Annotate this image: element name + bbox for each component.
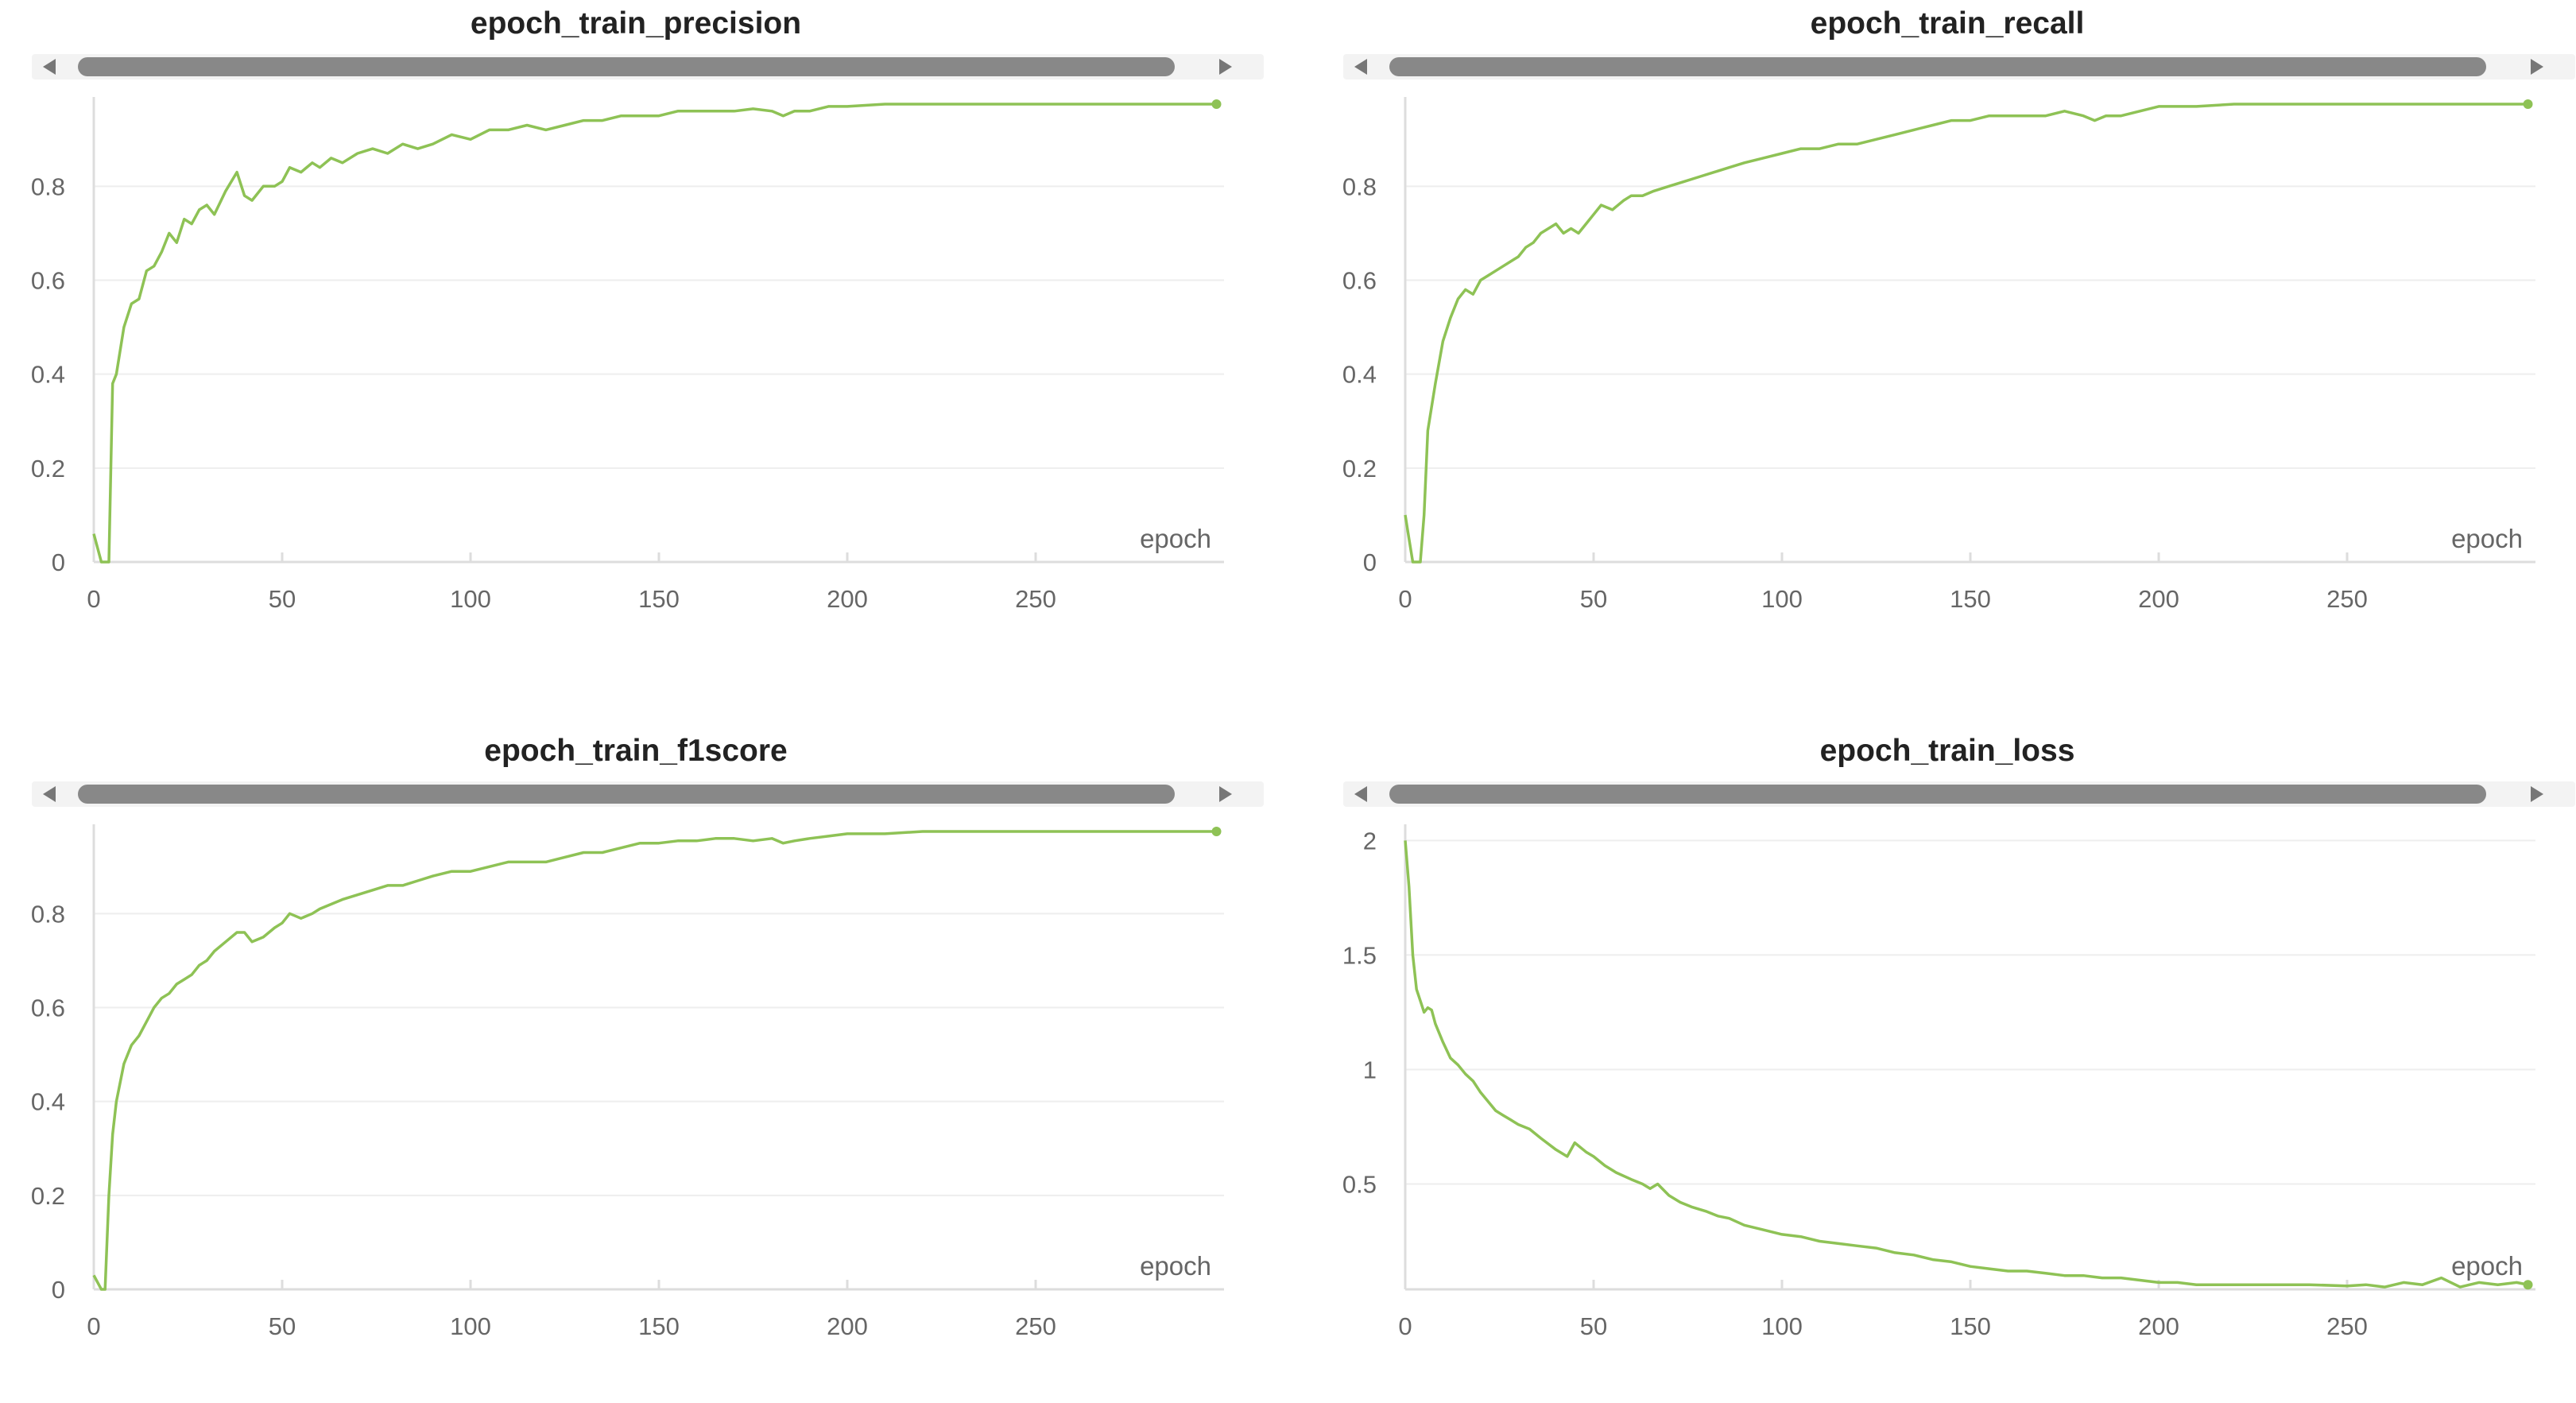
series-line — [1404, 840, 2528, 1289]
x-tick-label: 100 — [450, 1312, 491, 1340]
chart-title: epoch_train_loss — [1819, 734, 2075, 768]
chart-plot: 0 0.2 0.4 0.6 0.8 0 50 100 150 200 250 epoch — [31, 824, 1224, 1340]
scroll-thumb[interactable] — [78, 785, 1175, 804]
scroll-left-arrow-icon[interactable] — [43, 786, 56, 802]
scroll-left-arrow-icon[interactable] — [1354, 786, 1367, 802]
x-axis-label: epoch — [2451, 1251, 2523, 1281]
x-tick-label: 100 — [450, 585, 491, 613]
chart-scrollbar[interactable] — [32, 54, 1264, 79]
scroll-left-arrow-icon[interactable] — [43, 59, 56, 75]
series-end-point — [2523, 99, 2533, 109]
chart-plot: 0 0.2 0.4 0.6 0.8 0 50 100 150 200 250 epoch — [31, 97, 1224, 613]
x-axis-label: epoch — [2451, 524, 2523, 553]
scroll-right-arrow-icon[interactable] — [1219, 786, 1232, 802]
chart-title: epoch_train_f1score — [484, 734, 788, 768]
x-tick-label: 50 — [269, 585, 296, 613]
y-tick-label: 0 — [52, 1276, 65, 1304]
scroll-thumb[interactable] — [1389, 785, 2486, 804]
y-tick-label: 0.4 — [1342, 361, 1377, 389]
x-tick-label: 0 — [1398, 1312, 1412, 1340]
y-tick-label: 0.8 — [1342, 172, 1377, 200]
x-tick-label: 200 — [827, 1312, 868, 1340]
x-tick-label: 200 — [2138, 585, 2179, 613]
scroll-right-arrow-icon[interactable] — [2531, 786, 2543, 802]
series-line — [92, 830, 1217, 1291]
series-line — [92, 103, 1217, 564]
scroll-left-arrow-icon[interactable] — [1354, 59, 1367, 75]
chart-panel-loss: epoch_train_loss 0.5 1 1.5 2 0 50 100 150 200 250… — [1311, 727, 2576, 1403]
x-tick-label: 250 — [1015, 1312, 1056, 1340]
x-tick-label: 50 — [1580, 1312, 1607, 1340]
series-line — [1404, 103, 2528, 564]
y-tick-label: 0.6 — [31, 994, 65, 1022]
chart-scrollbar[interactable] — [1343, 781, 2575, 807]
x-tick-label: 100 — [1761, 1312, 1803, 1340]
x-tick-label: 150 — [1950, 1312, 1991, 1340]
series-end-point — [2523, 1280, 2533, 1290]
y-tick-label: 0.4 — [31, 361, 65, 389]
x-tick-label: 50 — [269, 1312, 296, 1340]
y-tick-label: 0.8 — [31, 900, 65, 928]
x-tick-label: 200 — [2138, 1312, 2179, 1340]
series-end-point — [1211, 826, 1222, 836]
chart-plot: 0 0.2 0.4 0.6 0.8 0 50 100 150 200 250 epoch — [1342, 97, 2535, 613]
x-tick-label: 0 — [87, 585, 100, 613]
x-tick-label: 250 — [2326, 1312, 2368, 1340]
x-tick-label: 50 — [1580, 585, 1607, 613]
y-tick-label: 0.2 — [31, 455, 65, 483]
y-tick-label: 0 — [52, 548, 65, 576]
x-tick-label: 200 — [827, 585, 868, 613]
x-tick-label: 250 — [2326, 585, 2368, 613]
y-tick-label: 0.5 — [1342, 1170, 1377, 1198]
y-tick-label: 0.6 — [1342, 267, 1377, 295]
series-end-point — [1211, 99, 1222, 109]
scroll-right-arrow-icon[interactable] — [2531, 59, 2543, 75]
chart-panel-precision: epoch_train_precision 0 0.2 0.4 0.6 0.8 0 50 10… — [0, 0, 1272, 676]
x-tick-label: 250 — [1015, 585, 1056, 613]
chart-plot: 0.5 1 1.5 2 0 50 100 150 200 250 epoch — [1342, 824, 2535, 1340]
x-axis-label: epoch — [1140, 524, 1211, 553]
x-tick-label: 0 — [1398, 585, 1412, 613]
y-tick-label: 0.4 — [31, 1088, 65, 1116]
y-tick-label: 0.6 — [31, 267, 65, 295]
y-tick-label: 2 — [1363, 827, 1377, 855]
y-tick-label: 1 — [1363, 1056, 1377, 1083]
x-tick-label: 100 — [1761, 585, 1803, 613]
chart-scrollbar[interactable] — [1343, 54, 2575, 79]
x-tick-label: 150 — [638, 585, 680, 613]
y-tick-label: 1.5 — [1342, 941, 1377, 969]
chart-panel-f1score: epoch_train_f1score 0 0.2 0.4 0.6 0.8 0 50 100 1… — [0, 727, 1272, 1403]
scroll-thumb[interactable] — [78, 57, 1175, 76]
chart-panel-recall: epoch_train_recall 0 0.2 0.4 0.6 0.8 0 50 100 15… — [1311, 0, 2576, 676]
chart-title: epoch_train_recall — [1810, 6, 2085, 41]
chart-title: epoch_train_precision — [470, 6, 802, 41]
x-tick-label: 150 — [638, 1312, 680, 1340]
scroll-thumb[interactable] — [1389, 57, 2486, 76]
x-tick-label: 0 — [87, 1312, 100, 1340]
y-tick-label: 0.2 — [31, 1182, 65, 1210]
x-tick-label: 150 — [1950, 585, 1991, 613]
y-tick-label: 0.2 — [1342, 455, 1377, 483]
y-tick-label: 0.8 — [31, 172, 65, 200]
scroll-right-arrow-icon[interactable] — [1219, 59, 1232, 75]
chart-scrollbar[interactable] — [32, 781, 1264, 807]
y-tick-label: 0 — [1363, 548, 1377, 576]
x-axis-label: epoch — [1140, 1251, 1211, 1281]
